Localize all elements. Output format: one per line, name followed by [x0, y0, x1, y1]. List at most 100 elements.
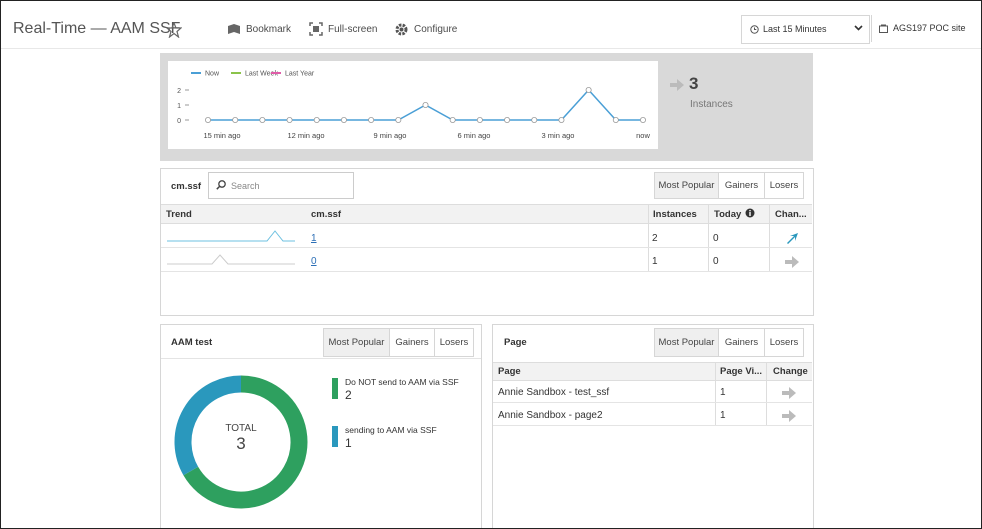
data-point [368, 117, 375, 124]
page-panel-title: Page [504, 337, 527, 348]
change-up-icon [787, 233, 798, 244]
change-flat-icon [782, 410, 796, 422]
cell: 0 [713, 256, 719, 267]
y-tick-label: 2 [177, 88, 181, 95]
y-tick-label: 0 [177, 118, 181, 125]
data-point [640, 117, 647, 124]
x-tick-label: 15 min ago [203, 131, 240, 140]
column-header[interactable]: Change [773, 366, 808, 377]
fullscreen-button[interactable]: Full-screen [328, 24, 378, 35]
fullscreen-icon [309, 22, 323, 36]
panel-divider [161, 358, 481, 359]
donut-segment [183, 375, 308, 509]
cell: 0 [713, 233, 719, 244]
column-header[interactable]: Instances [653, 209, 697, 220]
search-placeholder: Search [231, 181, 260, 191]
column-header[interactable]: cm.ssf [311, 209, 342, 220]
legend-label: Last Year [285, 71, 315, 78]
row-divider [161, 271, 812, 272]
search-icon [216, 180, 226, 190]
sparklines [167, 230, 295, 265]
data-point [449, 117, 456, 124]
configure-button[interactable]: Configure [414, 24, 458, 35]
info-icon[interactable] [745, 208, 755, 218]
data-point [531, 117, 538, 124]
row-divider [493, 425, 812, 426]
instances-label: Instances [690, 99, 733, 110]
clock-icon [750, 25, 759, 34]
site-dropdown[interactable]: AGS197 POC site [871, 15, 980, 42]
tab-most-popular[interactable]: Most Popular [323, 328, 390, 357]
cell: 1 [720, 410, 726, 421]
donut-total-label: TOTAL [225, 423, 257, 434]
x-tick-label: 9 min ago [374, 131, 407, 140]
legend-value: 1 [345, 436, 352, 450]
tab-gainers[interactable]: Gainers [718, 328, 765, 357]
legend-label: Now [205, 71, 220, 78]
legend-swatch [332, 378, 338, 399]
tab-losers[interactable]: Losers [764, 328, 804, 357]
x-tick-label: 12 min ago [287, 131, 324, 140]
time-range: Last 15 Minutes [763, 24, 827, 34]
data-point [286, 117, 293, 124]
aam-panel-title: AAM test [171, 337, 213, 348]
data-point [612, 117, 619, 124]
header-divider [1, 48, 981, 49]
column-divider [715, 363, 716, 425]
column-header[interactable]: Page Vi... [720, 366, 763, 377]
legend-label: Last Week [245, 71, 278, 78]
time-range-dropdown[interactable]: Last 15 Minutes [741, 15, 870, 44]
data-point [476, 117, 483, 124]
data-point [313, 117, 320, 124]
cell: Annie Sandbox - page2 [498, 410, 603, 421]
chart-box [168, 61, 658, 149]
page-panel [492, 324, 814, 528]
row-link[interactable]: 0 [311, 256, 317, 267]
cm-panel-title: cm.ssf [171, 181, 202, 192]
legend-label: Do NOT send to AAM via SSF [345, 377, 459, 387]
bookmark-button[interactable]: Bookmark [246, 24, 292, 35]
tab-gainers[interactable]: Gainers [718, 172, 765, 199]
site-icon [879, 24, 888, 33]
search-box[interactable]: Search [208, 172, 354, 199]
column-divider [769, 205, 770, 271]
y-tick-label: 1 [177, 103, 181, 110]
donut-segment [174, 375, 242, 476]
legend-label: sending to AAM via SSF [345, 425, 437, 435]
data-point [395, 117, 402, 124]
column-header[interactable]: Trend [166, 209, 192, 220]
page-title: Real-Time — AAM SSF [13, 20, 181, 37]
table-header [493, 362, 812, 381]
column-header[interactable]: Today [714, 209, 742, 220]
legend-swatch [332, 426, 338, 447]
column-divider [766, 363, 767, 425]
site-name: AGS197 POC site [893, 23, 966, 33]
column-divider [708, 205, 709, 271]
cell: 1 [652, 256, 658, 267]
data-point [422, 102, 429, 109]
column-divider [648, 205, 649, 271]
cell: 2 [652, 233, 658, 244]
configure-icon [395, 23, 408, 36]
instances-value: 3 [689, 74, 699, 93]
tab-losers[interactable]: Losers [434, 328, 474, 357]
change-flat-icon [785, 256, 799, 268]
table-header [161, 204, 812, 224]
tab-most-popular[interactable]: Most Popular [654, 328, 719, 357]
cell: Annie Sandbox - test_ssf [498, 387, 610, 398]
column-header[interactable]: Chan... [775, 209, 807, 220]
data-point [204, 117, 211, 124]
tab-losers[interactable]: Losers [764, 172, 804, 199]
x-tick-label: 6 min ago [458, 131, 491, 140]
star-icon[interactable] [166, 22, 182, 38]
data-point [259, 117, 266, 124]
legend-value: 2 [345, 388, 352, 402]
row-link[interactable]: 1 [311, 233, 317, 244]
x-tick-label: 3 min ago [542, 131, 575, 140]
tab-most-popular[interactable]: Most Popular [654, 172, 719, 199]
row-divider [161, 247, 812, 248]
change-flat-icon [782, 387, 796, 399]
data-point [558, 117, 565, 124]
column-header[interactable]: Page [498, 366, 521, 377]
